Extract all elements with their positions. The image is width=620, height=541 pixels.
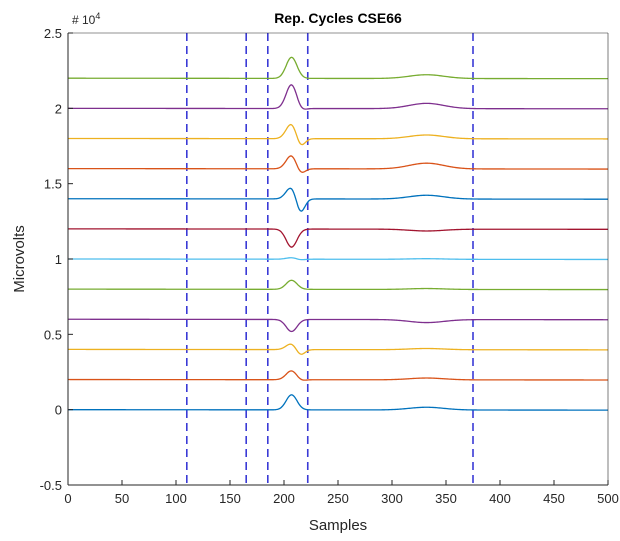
series-line-7 — [68, 228, 608, 248]
y-ticks: -0.5 0 0.5 1 1.5 2 2.5 — [40, 26, 73, 493]
x-axis-label: Samples — [309, 517, 367, 534]
chart-title: Rep. Cycles CSE66 — [274, 10, 402, 26]
x-tick-label: 350 — [435, 491, 457, 506]
series-line-1 — [68, 394, 608, 411]
y-tick-label: 0 — [55, 403, 62, 418]
x-tick-label: 450 — [543, 491, 565, 506]
series-line-6 — [68, 257, 608, 261]
series-line-3 — [68, 343, 608, 355]
x-tick-label: 400 — [489, 491, 511, 506]
x-tick-label: 100 — [165, 491, 187, 506]
y-tick-label: 1.5 — [44, 177, 62, 192]
y-axis-label: Microvolts — [11, 225, 28, 293]
y-tick-label: 2.5 — [44, 26, 62, 41]
y-tick-label: -0.5 — [40, 478, 62, 493]
x-tick-label: 500 — [597, 491, 619, 506]
exponent-power: 4 — [95, 11, 100, 21]
series-line-4 — [68, 318, 608, 333]
x-tick-label: 300 — [381, 491, 403, 506]
series-line-8 — [68, 187, 609, 212]
x-tick-label: 0 — [64, 491, 71, 506]
series-line-12 — [68, 56, 608, 80]
y-tick-label: 2 — [55, 101, 62, 116]
y-tick-label: 1 — [55, 252, 62, 267]
series-line-2 — [68, 370, 609, 381]
series-line-10 — [68, 123, 608, 146]
series-lines — [68, 56, 609, 411]
series-line-11 — [68, 84, 609, 110]
x-tick-label: 250 — [327, 491, 349, 506]
series-line-5 — [68, 279, 609, 291]
x-ticks: 0 50 100 150 200 250 300 350 400 450 500 — [64, 480, 619, 506]
series-line-9 — [68, 155, 608, 173]
exponent-base: # 10 — [72, 13, 96, 27]
x-tick-label: 50 — [115, 491, 129, 506]
x-tick-label: 150 — [219, 491, 241, 506]
y-tick-label: 0.5 — [44, 327, 62, 342]
x-tick-label: 200 — [273, 491, 295, 506]
exponent-label: # 104 — [72, 11, 100, 27]
